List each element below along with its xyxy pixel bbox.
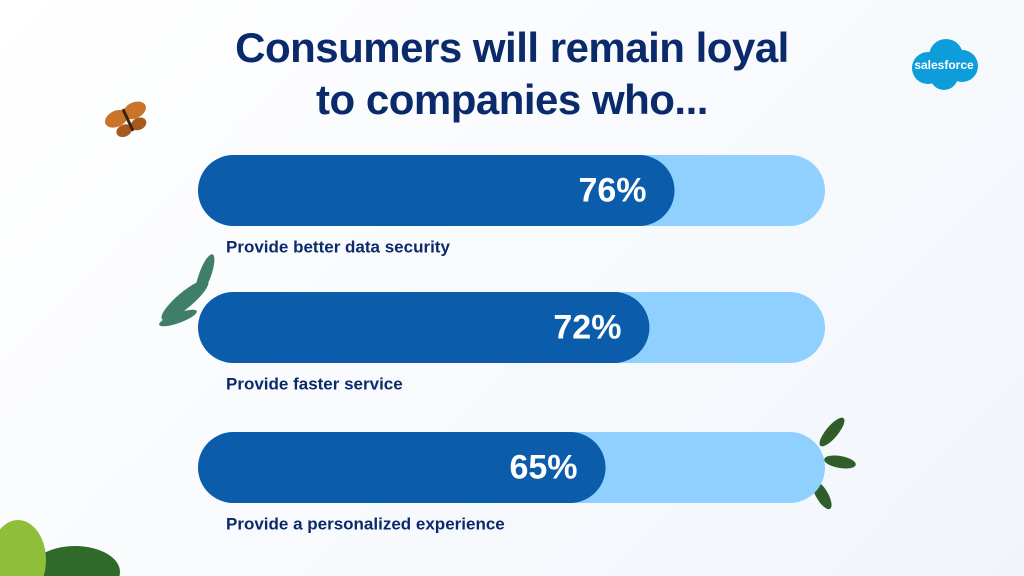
value-label: 72% — [553, 308, 621, 346]
category-label: Provide better data security — [226, 237, 450, 256]
logo: salesforce — [912, 39, 978, 90]
value-label: 65% — [509, 448, 577, 486]
fern — [159, 254, 215, 327]
bush — [0, 520, 120, 576]
logo-text: salesforce — [914, 58, 974, 72]
bar — [198, 155, 675, 226]
butterfly — [105, 101, 147, 138]
category-label: Provide faster service — [226, 374, 403, 393]
bar — [198, 292, 650, 363]
bar — [198, 432, 606, 503]
value-label: 76% — [578, 171, 646, 209]
category-label: Provide a personalized experience — [226, 514, 505, 533]
chart-title: Consumers will remain loyal to companies… — [235, 24, 789, 123]
